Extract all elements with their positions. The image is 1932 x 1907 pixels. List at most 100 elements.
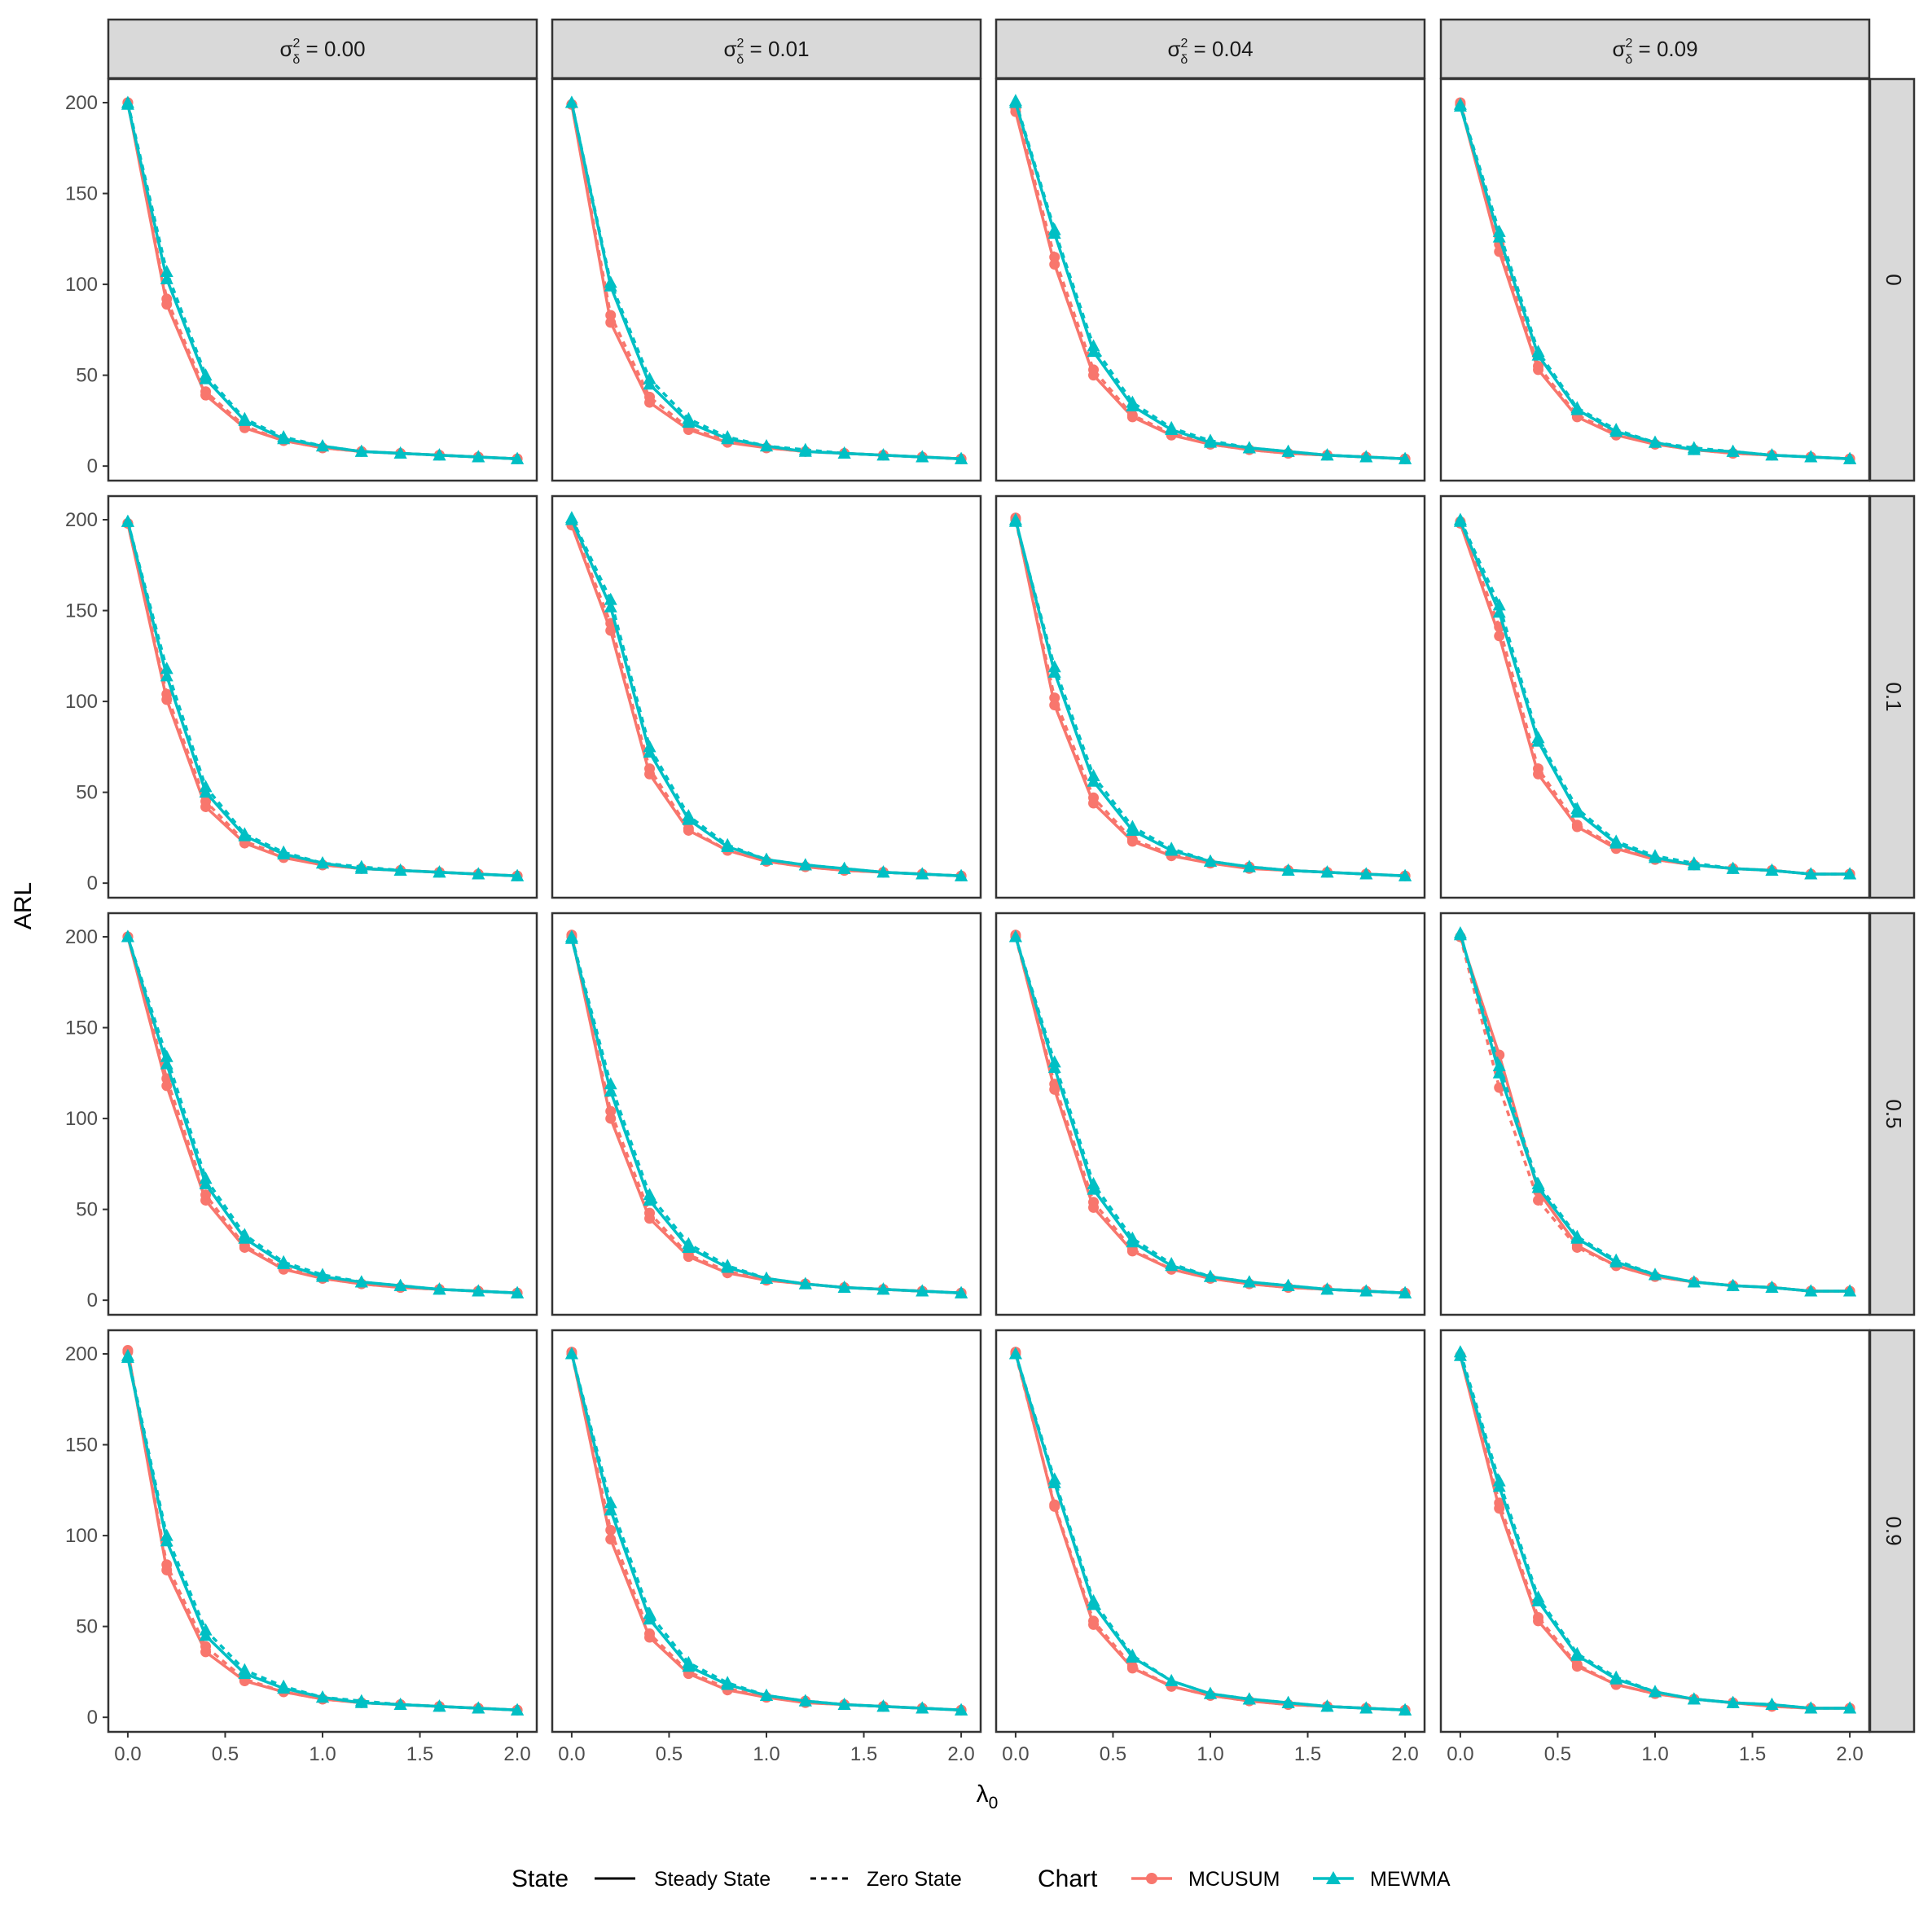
point-mewma-steady-state bbox=[682, 812, 696, 825]
point-mewma-steady-state bbox=[1531, 1180, 1545, 1193]
point-mcusum-steady-state bbox=[1049, 700, 1060, 711]
x-tick-label: 1.0 bbox=[1197, 1743, 1223, 1765]
panel-background bbox=[108, 913, 537, 1315]
point-mewma-steady-state bbox=[1204, 1686, 1217, 1699]
point-mewma-steady-state bbox=[682, 1659, 696, 1672]
panel-border bbox=[995, 494, 1426, 899]
point-mewma-steady-state bbox=[1047, 1475, 1061, 1488]
x-tick-label: 0.0 bbox=[114, 1743, 141, 1765]
row-strip-label: 0 bbox=[1882, 274, 1906, 285]
x-tick-label: 1.5 bbox=[850, 1743, 877, 1765]
y-tick-label: 150 bbox=[65, 600, 98, 622]
y-tick-label: 100 bbox=[65, 1108, 98, 1130]
point-mewma-steady-state bbox=[433, 448, 446, 461]
point-mcusum-steady-state bbox=[1571, 1661, 1583, 1672]
panel-r3-c0 bbox=[107, 1329, 538, 1733]
panel-background bbox=[1441, 496, 1869, 898]
point-mewma-steady-state bbox=[354, 1275, 368, 1288]
point-mewma-steady-state bbox=[1165, 1674, 1179, 1687]
col-strip-1 bbox=[551, 18, 982, 80]
point-mewma-steady-state bbox=[433, 1699, 446, 1712]
point-mewma-steady-state bbox=[1242, 859, 1256, 872]
point-mewma-steady-state bbox=[354, 444, 368, 457]
y-tick-label: 100 bbox=[65, 691, 98, 713]
point-mcusum-steady-state bbox=[1126, 1663, 1138, 1674]
y-tick-label: 0 bbox=[87, 1707, 98, 1729]
point-mewma-steady-state bbox=[121, 514, 134, 527]
point-mewma-steady-state bbox=[721, 1677, 735, 1690]
x-tick-label: 2.0 bbox=[1391, 1743, 1418, 1765]
point-mewma-steady-state bbox=[1281, 1278, 1295, 1291]
point-mewma-steady-state bbox=[1359, 1701, 1373, 1714]
point-mewma-steady-state bbox=[1359, 867, 1373, 880]
point-mewma-steady-state bbox=[721, 432, 735, 445]
point-mewma-steady-state bbox=[1804, 1701, 1818, 1714]
point-mewma-steady-state bbox=[160, 1057, 173, 1070]
x-axis-title: λ0 bbox=[977, 1781, 999, 1813]
x-tick-label: 0.5 bbox=[656, 1743, 683, 1765]
panel-r2-c0 bbox=[107, 912, 538, 1316]
point-mewma-steady-state bbox=[1687, 1275, 1701, 1288]
point-mcusum-steady-state bbox=[605, 1113, 617, 1124]
point-mewma-steady-state bbox=[511, 1703, 525, 1716]
point-mewma-steady-state bbox=[1609, 424, 1623, 437]
panel-background bbox=[1441, 913, 1869, 1315]
point-mewma-steady-state bbox=[354, 861, 368, 874]
point-mcusum-steady-state bbox=[200, 801, 212, 812]
x-tick-label: 0.0 bbox=[1447, 1743, 1473, 1765]
point-mewma-steady-state bbox=[1765, 1698, 1779, 1711]
point-mewma-steady-state bbox=[1126, 823, 1139, 836]
legend-state-title: State bbox=[512, 1865, 569, 1892]
point-mewma-steady-state bbox=[1765, 863, 1779, 877]
point-mewma-steady-state bbox=[1204, 435, 1217, 448]
panel-border bbox=[995, 912, 1426, 1316]
point-mewma-steady-state bbox=[316, 1690, 329, 1703]
point-mewma-steady-state bbox=[1531, 1593, 1545, 1606]
point-mewma-steady-state bbox=[798, 1276, 812, 1290]
point-mewma-steady-state bbox=[1804, 450, 1818, 463]
point-mewma-steady-state bbox=[643, 1193, 656, 1206]
point-mewma-zero-state bbox=[604, 1077, 617, 1090]
point-mewma-zero-state bbox=[1492, 1058, 1506, 1071]
point-mewma-steady-state bbox=[1726, 1278, 1740, 1291]
point-mcusum-steady-state bbox=[1494, 631, 1505, 642]
point-mcusum-steady-state bbox=[200, 389, 212, 401]
panel-border bbox=[1439, 494, 1871, 899]
point-mewma-steady-state bbox=[564, 1347, 578, 1360]
point-mewma-steady-state bbox=[1126, 1650, 1139, 1663]
panel-background bbox=[996, 496, 1425, 898]
point-mcusum-steady-state bbox=[239, 1241, 250, 1253]
point-mewma-steady-state bbox=[472, 867, 485, 880]
point-mewma-steady-state bbox=[837, 1698, 851, 1711]
panel-r2-c1 bbox=[551, 912, 982, 1316]
point-mcusum-steady-state bbox=[1049, 1501, 1060, 1512]
series-line-mcusum-zero-state bbox=[1459, 936, 1851, 1293]
point-mewma-steady-state bbox=[277, 432, 291, 445]
point-mewma-steady-state bbox=[1008, 929, 1022, 943]
legend-label-mcusum: MCUSUM bbox=[1188, 1868, 1280, 1891]
legend-key-mewma-point bbox=[1326, 1871, 1341, 1884]
point-mewma-steady-state bbox=[1320, 1699, 1334, 1712]
point-mewma-steady-state bbox=[1204, 854, 1217, 867]
point-mewma-steady-state bbox=[1281, 444, 1295, 457]
panel-r2-c2 bbox=[995, 912, 1426, 1316]
row-strip-label: 0.9 bbox=[1882, 1516, 1906, 1545]
y-tick-label: 100 bbox=[65, 1525, 98, 1547]
point-mewma-steady-state bbox=[876, 1282, 890, 1295]
point-mewma-steady-state bbox=[1008, 95, 1022, 108]
panel-background bbox=[1441, 79, 1869, 481]
point-mcusum-steady-state bbox=[1533, 1615, 1544, 1627]
point-mewma-steady-state bbox=[604, 1084, 617, 1097]
point-mewma-steady-state bbox=[199, 785, 213, 798]
point-mewma-steady-state bbox=[760, 852, 773, 865]
point-mcusum-steady-state bbox=[1126, 411, 1138, 423]
point-mewma-steady-state bbox=[1453, 99, 1467, 112]
point-mcusum-steady-state bbox=[1533, 364, 1544, 376]
point-mewma-steady-state bbox=[472, 1284, 485, 1297]
point-mewma-steady-state bbox=[1204, 1269, 1217, 1282]
point-mewma-steady-state bbox=[1399, 1703, 1412, 1716]
point-mewma-steady-state bbox=[472, 1701, 485, 1714]
point-mewma-steady-state bbox=[121, 97, 134, 110]
point-mewma-steady-state bbox=[837, 861, 851, 874]
point-mewma-steady-state bbox=[1126, 1235, 1139, 1248]
